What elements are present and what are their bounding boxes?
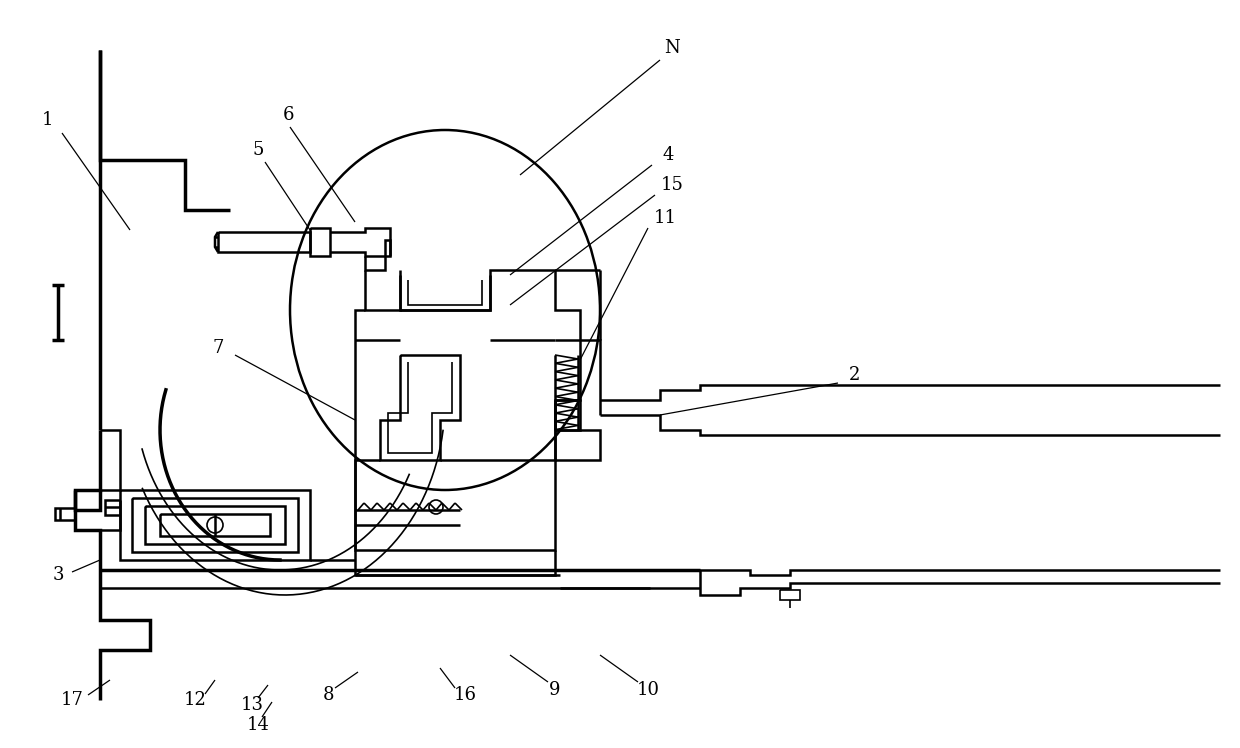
Text: 11: 11 bbox=[653, 209, 677, 227]
Text: 4: 4 bbox=[662, 146, 673, 164]
Text: 6: 6 bbox=[283, 106, 294, 124]
Text: 3: 3 bbox=[52, 566, 63, 584]
Text: 8: 8 bbox=[322, 686, 334, 704]
Text: 12: 12 bbox=[184, 691, 206, 709]
Text: 17: 17 bbox=[61, 691, 83, 709]
Text: 9: 9 bbox=[549, 681, 560, 699]
Text: 13: 13 bbox=[241, 696, 263, 714]
Text: N: N bbox=[665, 39, 680, 57]
Text: 14: 14 bbox=[247, 716, 269, 734]
Text: 5: 5 bbox=[252, 141, 264, 159]
Text: 1: 1 bbox=[42, 111, 53, 129]
Text: 7: 7 bbox=[212, 339, 223, 357]
Text: 10: 10 bbox=[636, 681, 660, 699]
Text: 2: 2 bbox=[849, 366, 861, 384]
Text: 15: 15 bbox=[661, 176, 683, 194]
Text: 16: 16 bbox=[454, 686, 476, 704]
